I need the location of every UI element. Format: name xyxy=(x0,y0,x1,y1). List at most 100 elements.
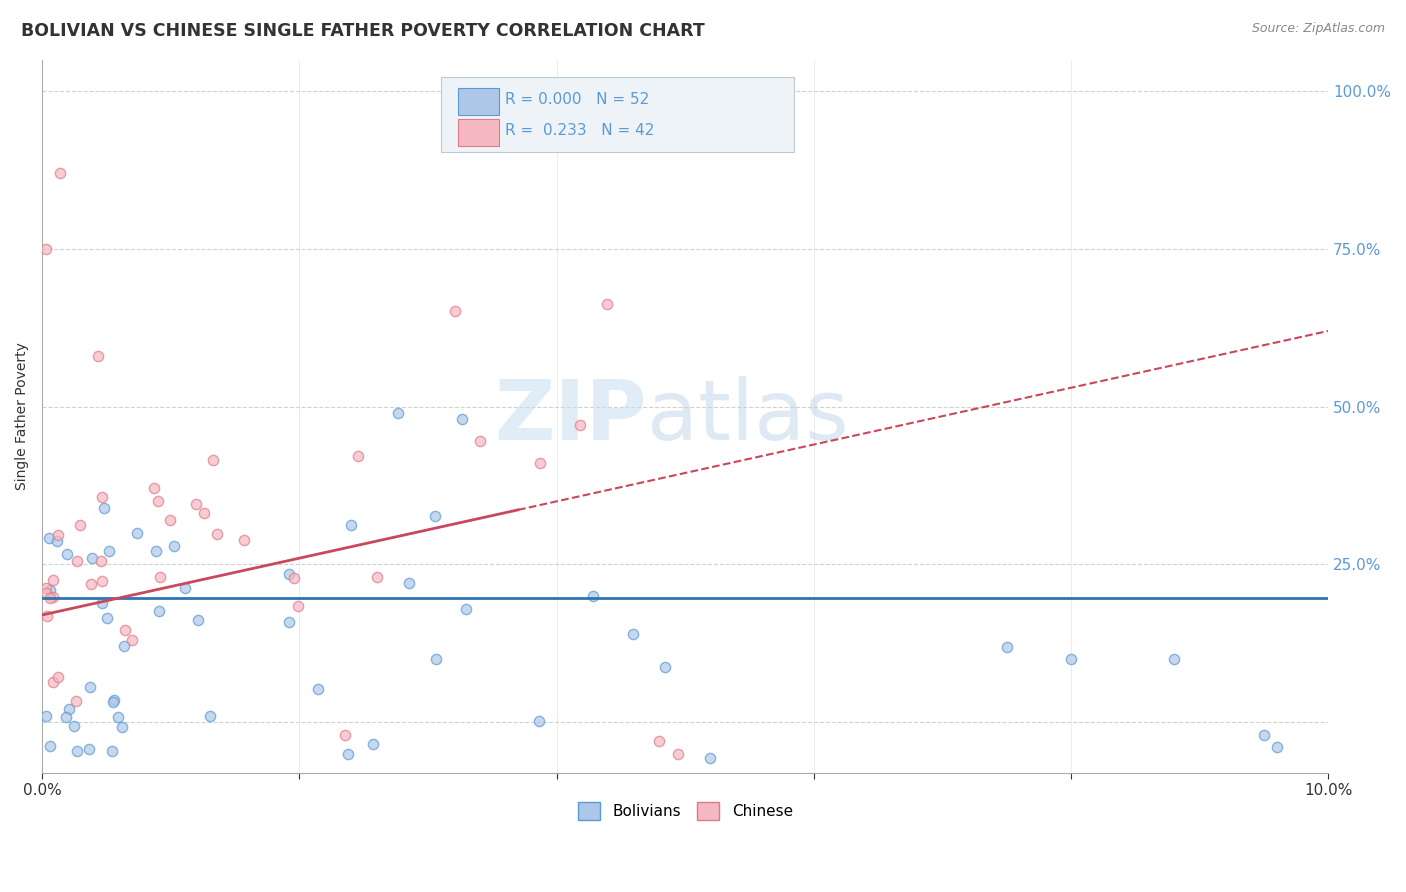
Point xyxy=(112,639,135,653)
Point xyxy=(90,596,112,610)
Point xyxy=(425,652,447,666)
Point xyxy=(35,242,58,256)
Point xyxy=(87,349,110,363)
Point xyxy=(163,539,186,553)
Text: R = 0.000   N = 52: R = 0.000 N = 52 xyxy=(505,92,650,107)
Point xyxy=(654,659,676,673)
Point xyxy=(527,714,550,729)
Point xyxy=(174,581,197,595)
Point xyxy=(91,574,114,589)
Point xyxy=(202,452,225,467)
Point xyxy=(149,570,172,584)
Point xyxy=(184,498,207,512)
Point xyxy=(41,675,63,690)
Point xyxy=(38,532,60,546)
Text: R =  0.233   N = 42: R = 0.233 N = 42 xyxy=(505,123,655,138)
Point xyxy=(233,533,256,548)
Point xyxy=(193,506,215,520)
Point xyxy=(307,682,329,697)
Point xyxy=(361,737,384,751)
Point xyxy=(470,434,492,449)
Text: ZIP: ZIP xyxy=(494,376,647,457)
Point xyxy=(278,615,301,630)
Point xyxy=(1163,652,1185,666)
FancyBboxPatch shape xyxy=(441,78,794,153)
Point xyxy=(49,166,72,180)
Point xyxy=(103,695,125,709)
Point xyxy=(1265,740,1288,755)
Point xyxy=(143,481,166,495)
Point xyxy=(283,571,305,585)
Point xyxy=(63,719,86,733)
Point xyxy=(35,586,58,600)
Point xyxy=(79,680,101,694)
Point xyxy=(148,604,170,618)
Point xyxy=(80,550,103,565)
Point xyxy=(1253,728,1275,742)
Point xyxy=(387,406,409,420)
Point xyxy=(529,456,551,470)
Point xyxy=(46,670,69,684)
Text: BOLIVIAN VS CHINESE SINGLE FATHER POVERTY CORRELATION CHART: BOLIVIAN VS CHINESE SINGLE FATHER POVERT… xyxy=(21,22,704,40)
Point xyxy=(90,554,112,568)
Point xyxy=(277,567,299,582)
Point xyxy=(65,694,87,708)
Point xyxy=(100,744,122,758)
Point xyxy=(77,741,100,756)
Point xyxy=(56,547,79,561)
Point xyxy=(66,744,89,758)
Point xyxy=(159,514,181,528)
FancyBboxPatch shape xyxy=(457,119,499,146)
Point xyxy=(80,576,103,591)
Point xyxy=(699,751,721,765)
Point xyxy=(39,591,62,605)
Point xyxy=(187,613,209,627)
Point xyxy=(451,412,474,426)
Point xyxy=(444,303,467,318)
Point xyxy=(91,490,114,504)
Point xyxy=(207,527,229,541)
Point xyxy=(107,709,129,723)
Point xyxy=(121,633,143,648)
Point xyxy=(339,517,361,532)
Point xyxy=(35,582,58,596)
Point xyxy=(97,544,120,558)
Point xyxy=(995,640,1018,654)
Point xyxy=(55,710,77,724)
Point xyxy=(148,494,170,508)
Point xyxy=(111,720,134,734)
Point xyxy=(69,518,91,533)
Y-axis label: Single Father Poverty: Single Father Poverty xyxy=(15,343,30,490)
Text: Source: ZipAtlas.com: Source: ZipAtlas.com xyxy=(1251,22,1385,36)
Point xyxy=(366,569,388,583)
Point xyxy=(35,709,58,723)
Point xyxy=(666,747,689,761)
Point xyxy=(569,417,592,432)
Point xyxy=(1060,652,1083,666)
FancyBboxPatch shape xyxy=(457,88,499,115)
Point xyxy=(42,590,65,604)
Point xyxy=(96,611,118,625)
Point xyxy=(114,623,136,637)
Point xyxy=(145,544,167,558)
Point xyxy=(648,734,671,748)
Point xyxy=(58,702,80,716)
Point xyxy=(596,297,619,311)
Point xyxy=(198,709,221,723)
Point xyxy=(398,576,420,591)
Point xyxy=(66,554,89,568)
Point xyxy=(125,526,148,541)
Point xyxy=(287,599,309,613)
Point xyxy=(93,500,115,515)
Point xyxy=(42,573,65,587)
Point xyxy=(45,534,67,549)
Point xyxy=(423,509,446,524)
Point xyxy=(38,582,60,597)
Point xyxy=(37,608,59,623)
Point xyxy=(48,528,70,542)
Point xyxy=(39,739,62,753)
Point xyxy=(103,693,125,707)
Point xyxy=(454,601,477,615)
Text: atlas: atlas xyxy=(647,376,848,457)
Legend: Bolivians, Chinese: Bolivians, Chinese xyxy=(571,796,799,826)
